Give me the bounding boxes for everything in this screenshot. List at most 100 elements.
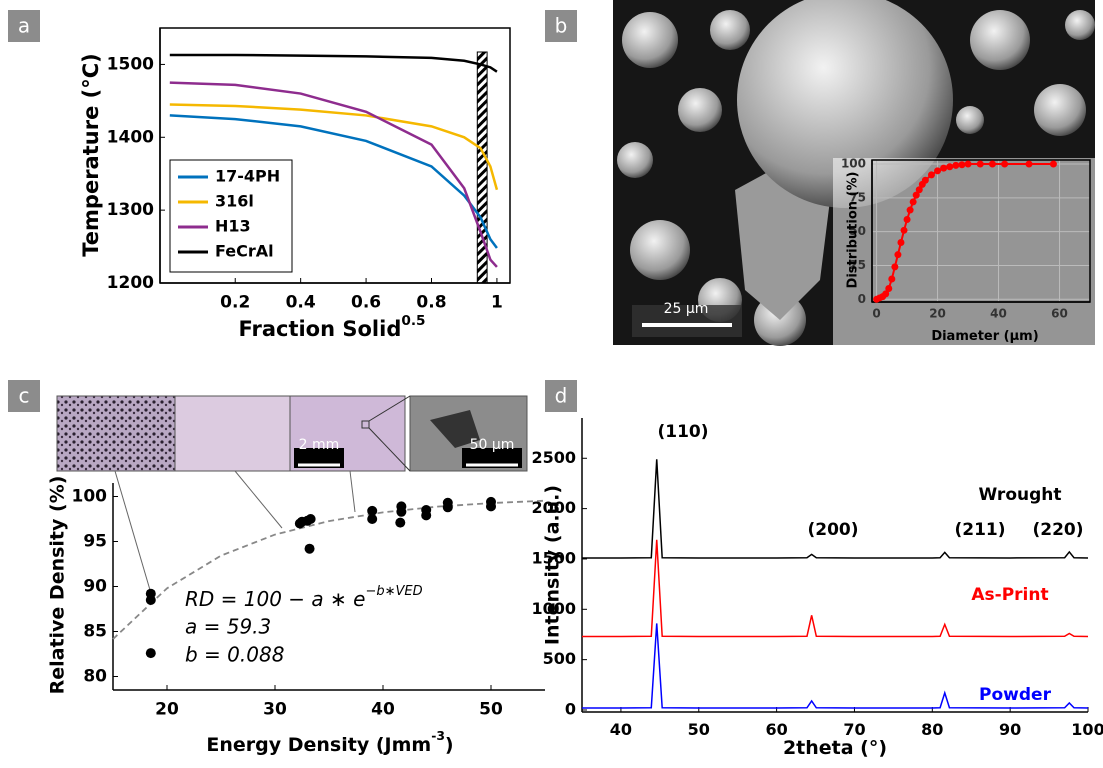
series-line [169,103,499,191]
data-point [395,517,406,528]
y-tick-label: 0 [858,292,866,306]
x-axis-label-end: ) [445,734,454,756]
y-tick-label: 25 [849,258,866,272]
x-tick-label: 80 [921,720,943,739]
data-point [946,163,954,171]
y-tick-label: 80 [83,667,107,687]
y-tick-label: 95 [83,532,107,552]
data-point [304,543,315,554]
x-tick-label: 20 [929,307,946,321]
fit-parameter: b = 0.088 [185,643,284,667]
y-tick-label: 0 [565,699,576,718]
data-point [934,167,942,175]
series-line [582,459,1089,559]
data-point [442,502,453,513]
panel-label-box [545,10,577,42]
y-tick-label: 500 [543,649,576,668]
x-tick-label: 0.8 [416,292,446,312]
x-tick-label: 1 [491,292,503,312]
data-point [1025,160,1033,168]
series-label: Wrought [978,485,1061,505]
data-point [367,514,378,524]
x-tick-label: 40 [371,699,395,719]
data-point [1049,160,1057,168]
x-axis-label: Energy Density (Jmm-3) [206,729,453,756]
x-tick-label: 60 [765,720,787,739]
sem-image [613,0,1095,346]
peak-label: (220) [1032,520,1083,540]
data-point [891,263,899,271]
data-point [1001,160,1009,168]
y-tick-label: 1400 [107,127,154,147]
y-axis-label: Temperature (°C) [79,53,103,256]
y-tick-label: 1300 [107,200,154,220]
x-tick-label: 30 [263,699,287,719]
x-axis-label-text: Diameter (μm) [931,329,1038,344]
y-tick-label: 50 [849,224,866,238]
panel-label: c [19,384,30,408]
x-tick-label: 50 [688,720,710,739]
plot-frame [159,27,511,284]
data-point [921,176,929,184]
y-tick-label: 75 [849,190,866,204]
data-point [367,505,378,516]
panel-label: b [555,14,568,38]
x-tick-label: 0.2 [220,292,250,312]
x-axis-label-text: Energy Density (Jmm [206,734,431,756]
peak-label: (200) [807,520,858,540]
x-axis-label: Fraction Solid0.5 [238,313,425,341]
legend-label: 17-4PH [215,167,280,186]
data-point [903,216,911,224]
y-tick-label: 100 [841,157,866,171]
data-point [940,164,948,172]
data-point [888,275,896,283]
data-point [915,186,923,194]
fit-curve [112,499,546,640]
x-axis-label-sup: -3 [431,729,445,743]
equation-exponent: −b∗VED [365,584,422,599]
panel-label-box [545,380,577,412]
y-axis-label: Distribution (%) [846,172,861,289]
y-axis-label: Relative Density (%) [47,476,69,695]
x-axis-label-text: 2theta (°) [783,737,887,759]
x-tick-label: 70 [843,720,865,739]
legend-label: FeCrAl [215,242,274,261]
data-point [897,238,905,246]
x-tick-label: 90 [999,720,1021,739]
equation-text: RD = 100 − a ∗ e [185,587,365,611]
panel-label: a [18,14,30,38]
scale-bar-label: 50 µm [470,437,515,453]
data-point [421,510,432,521]
y-axis-label: Intensity (a.u.) [542,485,564,645]
x-axis-label: 2theta (°) [783,737,887,759]
x-axis-label: Diameter (μm) [931,329,1038,344]
data-point [952,161,960,169]
y-tick-label: 1500 [107,54,154,74]
panel-label-box [8,10,40,42]
panel-label-box [8,380,40,412]
x-tick-label: 20 [155,699,179,719]
x-tick-label: 60 [1051,307,1068,321]
micrographs [56,395,528,591]
data-point [305,514,316,524]
scale-bar-label: 2 mm [299,437,340,453]
fit-equation: RD = 100 − a ∗ e−b∗VED [185,584,423,611]
data-point [882,290,890,298]
y-tick-label: 1000 [531,599,576,618]
y-tick-label: 1500 [531,548,576,567]
x-tick-label: 0.4 [286,292,316,312]
panel-label: d [555,384,568,408]
y-tick-label: 1200 [107,273,154,293]
data-point [885,284,893,292]
x-axis-label-sup: 0.5 [401,313,425,329]
series-line [169,53,498,73]
y-tick-label: 2000 [531,498,576,517]
data-point [145,595,156,605]
plot-frame [871,159,1091,303]
y-tick-label: 2500 [531,448,576,467]
data-point [900,226,908,234]
data-point [486,501,496,512]
fit-parameter: a = 59.3 [185,615,271,639]
y-tick-label: 100 [72,487,108,507]
data-point [909,198,917,206]
